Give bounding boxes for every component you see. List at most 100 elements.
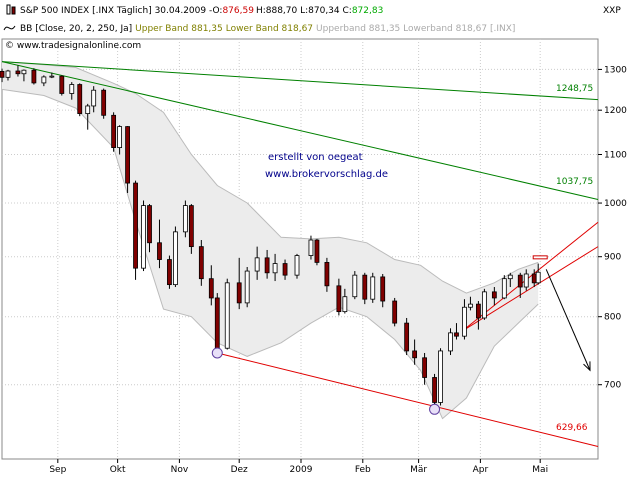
- candle-body: [282, 263, 288, 276]
- candle-body: [31, 69, 37, 84]
- x-tick-label: Nov: [171, 465, 189, 475]
- candle-body: [352, 274, 358, 298]
- candle-body: [264, 257, 270, 274]
- x-tick-label: Dez: [231, 465, 248, 475]
- candle-body: [468, 303, 473, 308]
- lower-band-text: Lower Band 818,67: [226, 24, 313, 34]
- candle-body: [523, 273, 529, 288]
- candle-body: [531, 273, 537, 284]
- markers: [211, 255, 591, 415]
- candle-body: [254, 257, 260, 272]
- x-tick-label: Apr: [473, 465, 489, 475]
- trend-line-green: [1, 61, 599, 101]
- candle-body: [117, 126, 123, 149]
- candle-body: [535, 271, 541, 284]
- watermark: © www.tradesignalonline.com: [5, 41, 141, 51]
- candle-body: [244, 270, 250, 304]
- upper-band-line: [1, 61, 539, 294]
- trend-line-red: [217, 352, 599, 448]
- candle-body: [404, 322, 410, 352]
- candle-body: [438, 350, 443, 403]
- candle-body: [125, 126, 130, 184]
- candle-body: [448, 332, 453, 352]
- projection-arrow-head: [583, 361, 591, 372]
- candle-body: [491, 291, 497, 299]
- candle-body: [501, 278, 507, 299]
- candle-body: [481, 291, 487, 319]
- candle-body: [85, 105, 91, 114]
- candle-body: [314, 239, 320, 263]
- candle-body: [462, 306, 467, 337]
- y-tick-label: 1300: [604, 65, 627, 75]
- candle-body: [432, 377, 437, 403]
- bb-text: BB [Close, 20, 2, 250, Ja]: [20, 24, 132, 34]
- candle-body: [392, 300, 398, 324]
- y-tick-label: 1200: [604, 106, 627, 116]
- x-tick-label: 2009: [290, 465, 313, 475]
- candle-body: [0, 70, 5, 78]
- y-tick-label: 700: [604, 381, 621, 391]
- marked-low-circle: [429, 403, 441, 415]
- x-tick-label: Feb: [355, 465, 371, 475]
- candle-body: [101, 89, 107, 116]
- candle-legend-icon: [6, 4, 11, 15]
- candle-legend-icon-2: [11, 6, 16, 15]
- y-tick-label: 800: [604, 313, 621, 323]
- candle-body: [173, 231, 178, 286]
- upper-band-text: Upper Band 881,35: [135, 24, 223, 34]
- hlc-text: H:888,70 L:870,34 C:: [256, 6, 352, 16]
- open-value: 876,59: [222, 6, 254, 16]
- open-label: O:: [212, 6, 222, 16]
- candle-body: [188, 205, 194, 248]
- candle-body: [208, 278, 214, 299]
- band-grey-text: Upperband 881,35 Lowerband 818,67 [.INX]: [316, 24, 515, 34]
- candle-body: [5, 70, 11, 78]
- candle-body: [49, 75, 55, 78]
- lower-band-line: [1, 88, 539, 420]
- x-tick-label: Sep: [49, 465, 66, 475]
- candle-body: [507, 274, 513, 280]
- candle-body: [59, 75, 65, 94]
- candle-body: [141, 205, 146, 269]
- candle-body: [147, 205, 152, 244]
- candle-body: [476, 303, 481, 319]
- bb-legend-icon: [3, 25, 16, 31]
- candle-body: [308, 239, 314, 256]
- x-tick-label: Okt: [110, 465, 126, 475]
- axes: 700 800 900 1000 1100 1200 1300 Sep Okt Nov Dez 200…: [49, 65, 627, 475]
- candle-body: [214, 297, 220, 349]
- candle-body: [69, 84, 75, 94]
- candle-body: [422, 357, 427, 378]
- candle-body: [41, 76, 47, 84]
- candle-body: [362, 274, 368, 300]
- x-tick-label: Mär: [410, 465, 427, 475]
- legend-line-1: S&P 500 INDEX [.INX Täglich] 30.04.2009 …: [20, 6, 383, 16]
- candle-body: [21, 69, 27, 75]
- candle-body: [342, 296, 348, 313]
- candle-body: [224, 282, 230, 349]
- candle-body: [198, 246, 204, 280]
- trend-line-label: 1248,75: [556, 84, 593, 94]
- candle-body: [412, 350, 418, 359]
- marked-low-circle: [211, 347, 223, 359]
- y-tick-label: 900: [604, 253, 621, 263]
- candle-body: [182, 205, 188, 233]
- y-tick-label: 1000: [604, 199, 627, 209]
- candle-body: [15, 70, 21, 75]
- symbol-text: S&P 500 INDEX [.INX Täglich] 30.04.2009 …: [20, 6, 212, 16]
- bollinger-bands: [1, 61, 539, 420]
- candle-body: [91, 89, 97, 107]
- candle-body: [157, 242, 162, 260]
- candle-body: [454, 332, 459, 337]
- candle-body: [133, 182, 138, 269]
- close-value: 872,83: [352, 6, 384, 16]
- annotation-url: www.brokervorschlag.de: [265, 169, 388, 180]
- projection-arrow-shaft: [545, 269, 591, 371]
- candle-body: [370, 276, 376, 300]
- candle-body: [324, 262, 330, 287]
- x-tick-label: Mai: [532, 465, 548, 475]
- candle-body: [380, 276, 386, 302]
- candle-body: [294, 255, 300, 276]
- annotation-author: erstellt von oegeat: [268, 152, 363, 163]
